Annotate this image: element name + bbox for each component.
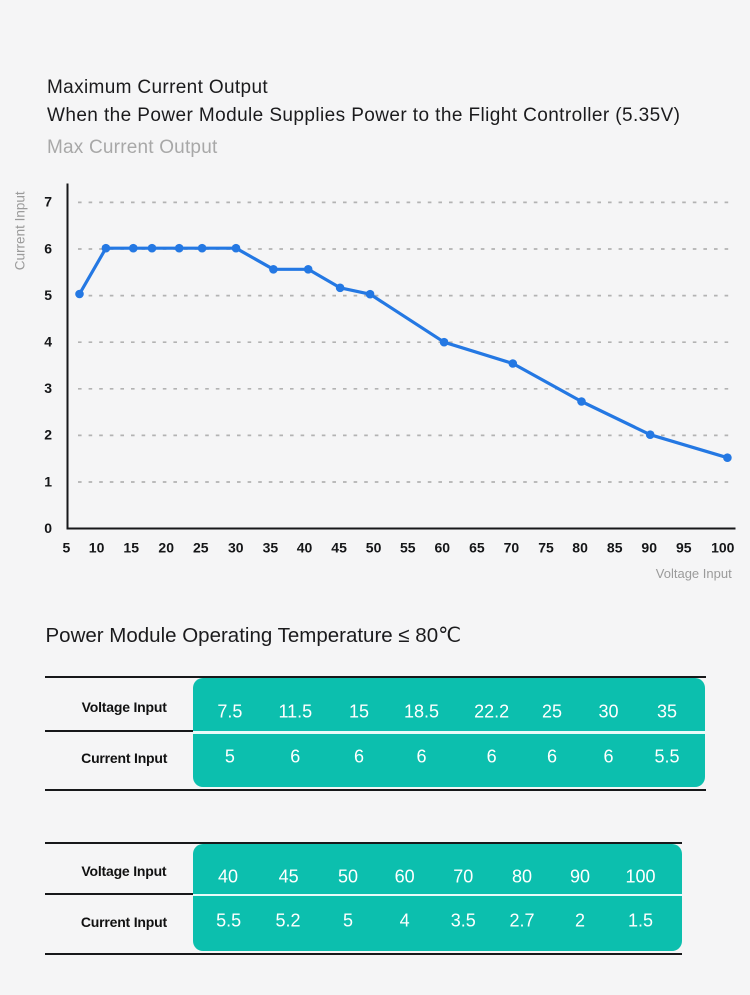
svg-text:70: 70 xyxy=(504,539,520,555)
svg-text:30: 30 xyxy=(228,539,244,555)
svg-text:55: 55 xyxy=(400,539,416,555)
svg-text:6: 6 xyxy=(44,240,52,256)
svg-text:65: 65 xyxy=(469,539,485,555)
svg-text:75: 75 xyxy=(538,539,554,555)
svg-text:2: 2 xyxy=(44,427,52,443)
svg-text:45: 45 xyxy=(331,539,347,555)
svg-text:3: 3 xyxy=(44,380,52,396)
svg-text:10: 10 xyxy=(89,539,105,555)
svg-text:20: 20 xyxy=(158,539,174,555)
svg-text:5: 5 xyxy=(63,539,71,555)
svg-text:40: 40 xyxy=(297,539,313,555)
svg-text:85: 85 xyxy=(607,539,623,555)
svg-text:95: 95 xyxy=(676,539,692,555)
svg-text:Current Input: Current Input xyxy=(13,191,28,270)
svg-text:25: 25 xyxy=(193,539,209,555)
svg-text:1: 1 xyxy=(44,473,52,489)
svg-text:5: 5 xyxy=(44,287,52,303)
svg-text:0: 0 xyxy=(44,520,52,536)
svg-text:50: 50 xyxy=(366,539,382,555)
svg-text:4: 4 xyxy=(44,334,52,350)
svg-text:7: 7 xyxy=(44,194,52,210)
svg-text:15: 15 xyxy=(123,539,139,555)
svg-text:60: 60 xyxy=(435,539,451,555)
svg-text:100: 100 xyxy=(711,539,735,555)
svg-text:Voltage Input: Voltage Input xyxy=(656,566,732,581)
svg-text:90: 90 xyxy=(641,539,657,555)
svg-text:35: 35 xyxy=(263,539,279,555)
svg-text:80: 80 xyxy=(572,539,588,555)
